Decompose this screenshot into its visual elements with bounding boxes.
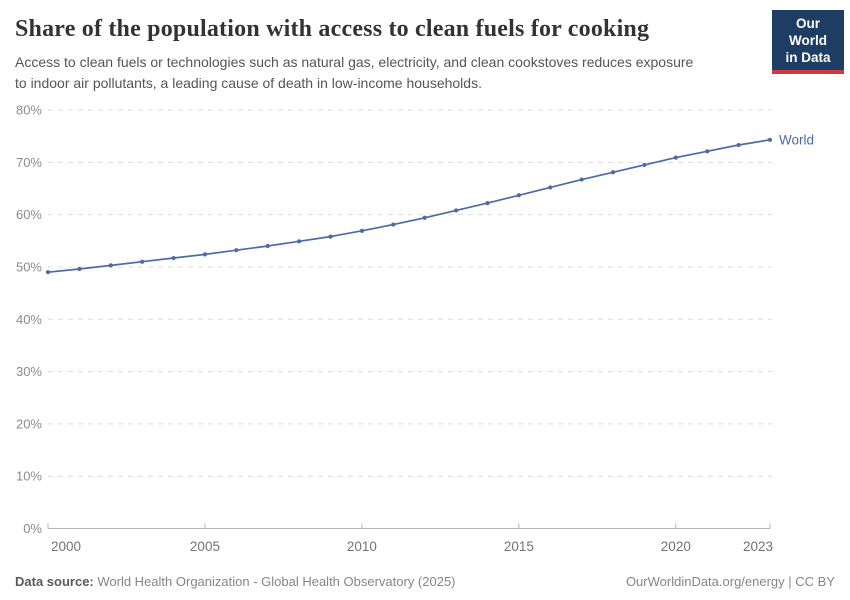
y-tick-label: 70% (16, 155, 42, 170)
logo-line-1: Our World (789, 16, 827, 48)
x-tick-label: 2005 (190, 539, 220, 554)
subtitle-line-1: Access to clean fuels or technologies su… (15, 54, 694, 70)
data-point (77, 266, 82, 272)
data-source-label: Data source: (15, 574, 94, 589)
title-block: Share of the population with access to c… (15, 14, 693, 93)
data-point (516, 193, 521, 198)
y-tick-label: 0% (23, 521, 42, 536)
y-tick-label: 20% (16, 416, 42, 431)
chart-subtitle: Access to clean fuels or technologies su… (15, 52, 693, 93)
data-point (297, 239, 302, 244)
y-tick-label: 50% (16, 259, 42, 274)
x-tick-label: 2020 (661, 539, 691, 554)
data-point (485, 201, 490, 206)
data-source: Data source: World Health Organization -… (15, 574, 456, 589)
data-point (642, 162, 647, 168)
y-tick-label: 30% (16, 364, 42, 379)
x-tick-label: 2010 (347, 539, 377, 554)
data-point (736, 142, 741, 148)
logo-line-2: in Data (785, 50, 831, 65)
y-tick-label: 60% (16, 207, 42, 222)
data-point (579, 177, 584, 182)
x-tick-label: 2015 (504, 539, 534, 554)
data-point (422, 215, 427, 220)
data-point (171, 255, 176, 261)
data-point (108, 263, 113, 268)
x-tick-label: 2000 (51, 539, 81, 554)
data-point (45, 270, 51, 275)
data-point (202, 252, 208, 257)
y-tick-label: 80% (16, 103, 42, 118)
credit-text: OurWorldinData.org/energy | CC BY (625, 574, 835, 589)
data-point (359, 228, 365, 233)
data-point (234, 248, 239, 253)
data-point (610, 170, 616, 175)
series-end-label: World (779, 132, 814, 147)
y-tick-label: 40% (16, 312, 42, 327)
y-tick-label: 10% (16, 469, 42, 484)
x-tick-label: 2023 (743, 539, 773, 554)
data-line (47, 138, 771, 274)
data-point (767, 137, 773, 142)
data-point (328, 234, 333, 239)
page-title: Share of the population with access to c… (15, 16, 650, 42)
data-point (391, 222, 396, 227)
subtitle-line-2: to indoor air pollutants, a leading caus… (15, 74, 482, 91)
chart-header: Share of the population with access to c… (15, 10, 844, 93)
data-point (705, 149, 710, 154)
data-point (673, 155, 678, 160)
data-source-text: World Health Organization - Global Healt… (93, 574, 456, 589)
data-point (265, 243, 270, 249)
chart-footer: Data source: World Health Organization -… (15, 574, 835, 589)
owid-logo: Our World in Data (772, 10, 844, 74)
data-point (453, 208, 459, 213)
data-point (548, 185, 553, 190)
data-point (140, 259, 145, 264)
